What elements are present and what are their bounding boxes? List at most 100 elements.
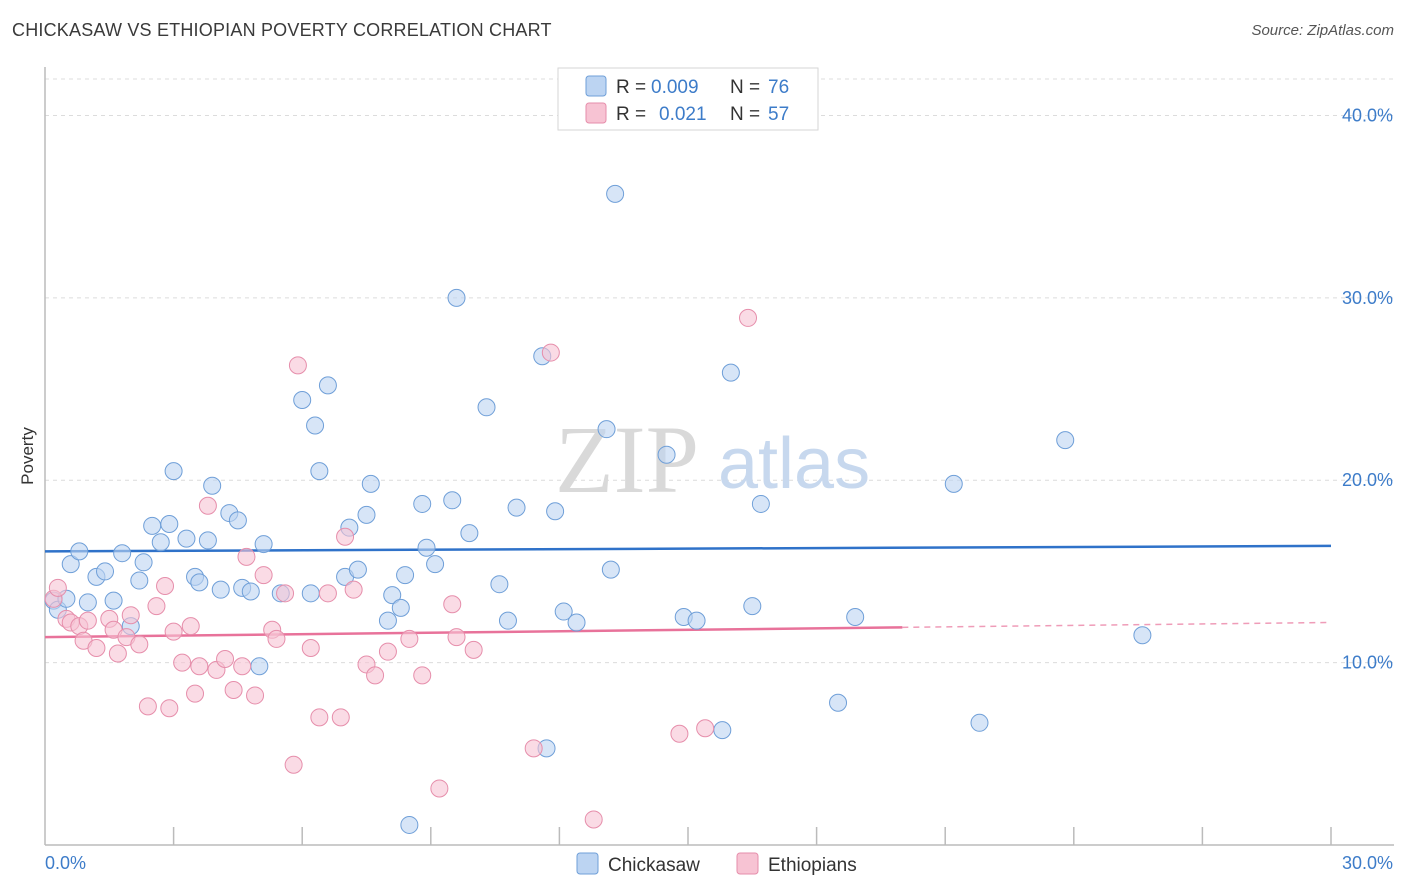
point-chickasaw xyxy=(130,571,149,590)
point-chickasaw xyxy=(357,505,376,524)
point-chickasaw xyxy=(151,533,170,552)
point-ethiopians xyxy=(413,666,432,685)
point-ethiopians xyxy=(254,566,273,585)
legend-n-label-2: N = xyxy=(730,104,760,125)
point-chickasaw xyxy=(829,693,848,712)
point-chickasaw xyxy=(70,542,89,561)
point-chickasaw xyxy=(164,462,183,481)
data-points xyxy=(44,184,1152,834)
point-chickasaw xyxy=(190,573,209,592)
chart-source: Source: ZipAtlas.com xyxy=(1251,22,1394,39)
point-ethiopians xyxy=(584,810,603,829)
trendline-ethiopians xyxy=(44,626,903,639)
point-chickasaw xyxy=(254,535,273,554)
point-chickasaw xyxy=(306,416,325,435)
point-chickasaw xyxy=(104,591,123,610)
point-chickasaw xyxy=(241,582,260,601)
bottom-legend-label-chickasaw: Chickasaw xyxy=(608,855,700,876)
x-tick-label: 30.0% xyxy=(1342,853,1393,873)
point-ethiopians xyxy=(164,622,183,641)
point-chickasaw xyxy=(687,611,706,630)
point-chickasaw xyxy=(143,516,162,535)
point-ethiopians xyxy=(541,343,560,362)
point-ethiopians xyxy=(160,699,179,718)
point-ethiopians xyxy=(276,584,295,603)
point-chickasaw xyxy=(554,602,573,621)
point-ethiopians xyxy=(237,547,256,566)
point-chickasaw xyxy=(391,598,410,617)
watermark-atlas: atlas xyxy=(718,424,870,504)
point-ethiopians xyxy=(284,755,303,774)
point-ethiopians xyxy=(739,308,758,327)
point-chickasaw xyxy=(597,420,616,439)
point-chickasaw xyxy=(447,288,466,307)
point-chickasaw xyxy=(1056,431,1075,450)
point-chickasaw xyxy=(601,560,620,579)
point-chickasaw xyxy=(160,515,179,534)
point-ethiopians xyxy=(78,611,97,630)
point-chickasaw xyxy=(400,815,419,834)
legend-n-value-1: 76 xyxy=(768,77,789,98)
watermark: ZIP atlas xyxy=(555,406,870,513)
point-ethiopians xyxy=(447,628,466,647)
point-chickasaw xyxy=(293,390,312,409)
point-chickasaw xyxy=(113,544,132,563)
point-chickasaw xyxy=(477,398,496,417)
point-ethiopians xyxy=(147,597,166,616)
point-ethiopians xyxy=(288,356,307,375)
point-chickasaw xyxy=(250,657,269,676)
y-tick-label: 40.0% xyxy=(1342,105,1393,125)
point-chickasaw xyxy=(713,721,732,740)
point-ethiopians xyxy=(186,684,205,703)
point-ethiopians xyxy=(331,708,350,727)
point-chickasaw xyxy=(426,555,445,574)
legend-swatch-chickasaw xyxy=(585,75,607,97)
axes xyxy=(44,67,1394,846)
point-ethiopians xyxy=(443,595,462,614)
point-chickasaw xyxy=(198,531,217,550)
point-ethiopians xyxy=(378,642,397,661)
point-ethiopians xyxy=(344,580,363,599)
y-tick-label: 20.0% xyxy=(1342,470,1393,490)
chart-title: CHICKASAW VS ETHIOPIAN POVERTY CORRELATI… xyxy=(12,20,552,40)
point-chickasaw xyxy=(383,586,402,605)
point-chickasaw xyxy=(413,494,432,513)
y-tick-label: 10.0% xyxy=(1342,653,1393,673)
point-ethiopians xyxy=(156,577,175,596)
point-ethiopians xyxy=(138,697,157,716)
legend-n-label-1: N = xyxy=(730,77,760,98)
point-ethiopians xyxy=(233,657,252,676)
point-chickasaw xyxy=(378,611,397,630)
point-ethiopians xyxy=(246,686,265,705)
point-chickasaw xyxy=(546,502,565,521)
point-chickasaw xyxy=(606,184,625,203)
point-ethiopians xyxy=(301,639,320,658)
y-axis-label: Poverty xyxy=(18,427,37,485)
point-ethiopians xyxy=(310,708,329,727)
point-chickasaw xyxy=(657,445,676,464)
trendline-chickasaw xyxy=(44,544,1332,553)
point-chickasaw xyxy=(743,597,762,616)
point-chickasaw xyxy=(96,562,115,581)
point-chickasaw xyxy=(228,511,247,530)
point-ethiopians xyxy=(366,666,385,685)
point-ethiopians xyxy=(181,617,200,636)
point-chickasaw xyxy=(134,553,153,572)
x-tick-label: 0.0% xyxy=(45,853,86,873)
point-ethiopians xyxy=(48,578,67,597)
point-ethiopians xyxy=(108,644,127,663)
point-chickasaw xyxy=(211,580,230,599)
point-chickasaw xyxy=(301,584,320,603)
point-chickasaw xyxy=(846,608,865,627)
point-chickasaw xyxy=(177,529,196,548)
point-chickasaw xyxy=(490,575,509,594)
legend-r-value-1: 0.009 xyxy=(651,77,699,98)
point-chickasaw xyxy=(417,538,436,557)
point-chickasaw xyxy=(443,491,462,510)
point-chickasaw xyxy=(507,498,526,517)
legend-r-label-2: R = xyxy=(616,104,646,125)
legend-r-label-1: R = xyxy=(616,77,646,98)
legend: R = 0.009 N = 76 R = 0.021 N = 57 xyxy=(557,67,819,131)
point-ethiopians xyxy=(173,653,192,672)
point-chickasaw xyxy=(203,476,222,495)
